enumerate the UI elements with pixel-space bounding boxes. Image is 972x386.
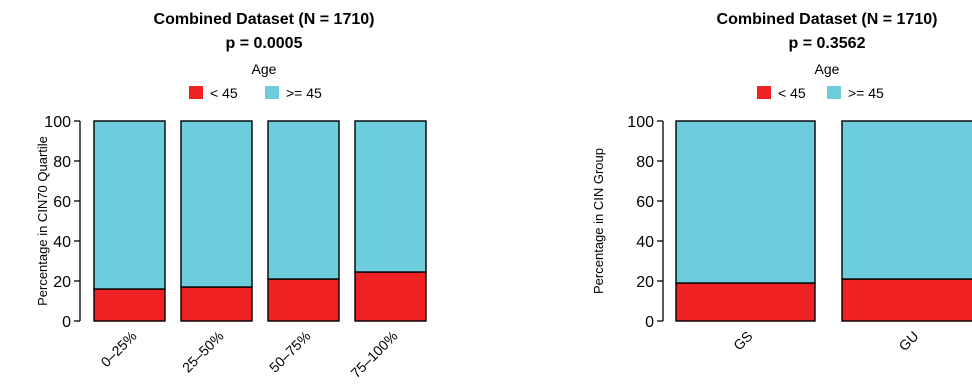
x-tick-label: 0–25% bbox=[97, 328, 139, 370]
legend-swatch bbox=[189, 86, 203, 99]
chart-title: Combined Dataset (N = 1710) bbox=[154, 11, 375, 28]
bar-segment-under-45 bbox=[180, 286, 253, 322]
bar-segment-over-45 bbox=[267, 120, 340, 280]
bar-segment-under-45 bbox=[93, 288, 166, 322]
y-axis-label: Percentage in CIN Group bbox=[591, 148, 606, 294]
bar-segment-over-45 bbox=[675, 120, 816, 284]
chart-panel-cin-group: Combined Dataset (N = 1710) p = 0.3562 Age… bbox=[591, 11, 972, 354]
legend-title: Age bbox=[815, 61, 840, 77]
bar-segment-over-45 bbox=[180, 120, 253, 288]
y-tick-label: 0 bbox=[62, 314, 71, 331]
y-tick-label: 40 bbox=[53, 234, 71, 251]
y-tick-label: 80 bbox=[636, 154, 654, 171]
legend-swatch bbox=[757, 86, 771, 99]
y-tick-label: 40 bbox=[636, 234, 654, 251]
chart-subtitle: p = 0.3562 bbox=[789, 35, 866, 52]
bar-segment-over-45 bbox=[354, 120, 427, 273]
bar-segment-under-45 bbox=[841, 278, 972, 322]
bar-segment-over-45 bbox=[93, 120, 166, 290]
legend-label: >= 45 bbox=[286, 85, 322, 101]
chart-panel-cin70-quartile: Combined Dataset (N = 1710) p = 0.0005 Age… bbox=[35, 11, 427, 381]
y-tick-label: 20 bbox=[636, 274, 654, 291]
x-tick-label: 75–100% bbox=[347, 328, 400, 381]
legend-label: >= 45 bbox=[848, 85, 884, 101]
legend-swatch bbox=[827, 86, 841, 99]
y-tick-label: 60 bbox=[636, 194, 654, 211]
bar-segment-under-45 bbox=[675, 282, 816, 322]
legend-title: Age bbox=[252, 61, 277, 77]
bar-segment-under-45 bbox=[354, 271, 427, 322]
x-tick-label: 50–75% bbox=[266, 328, 314, 376]
bar-segment-over-45 bbox=[841, 120, 972, 280]
y-tick-label: 20 bbox=[53, 274, 71, 291]
y-tick-label: 100 bbox=[44, 114, 71, 131]
y-tick-label: 0 bbox=[645, 314, 654, 331]
x-tick-label: GS bbox=[730, 328, 756, 354]
chart-subtitle: p = 0.0005 bbox=[226, 35, 303, 52]
y-tick-label: 100 bbox=[627, 114, 654, 131]
bar-segment-under-45 bbox=[267, 278, 340, 322]
y-axis-label: Percentage in CIN70 Quartile bbox=[35, 136, 50, 306]
x-tick-label: GU bbox=[895, 328, 921, 354]
y-tick-label: 80 bbox=[53, 154, 71, 171]
chart-title: Combined Dataset (N = 1710) bbox=[717, 11, 938, 28]
legend-swatch bbox=[265, 86, 279, 99]
legend-label: < 45 bbox=[210, 85, 238, 101]
y-tick-label: 60 bbox=[53, 194, 71, 211]
x-tick-label: 25–50% bbox=[179, 328, 227, 376]
legend-label: < 45 bbox=[778, 85, 806, 101]
